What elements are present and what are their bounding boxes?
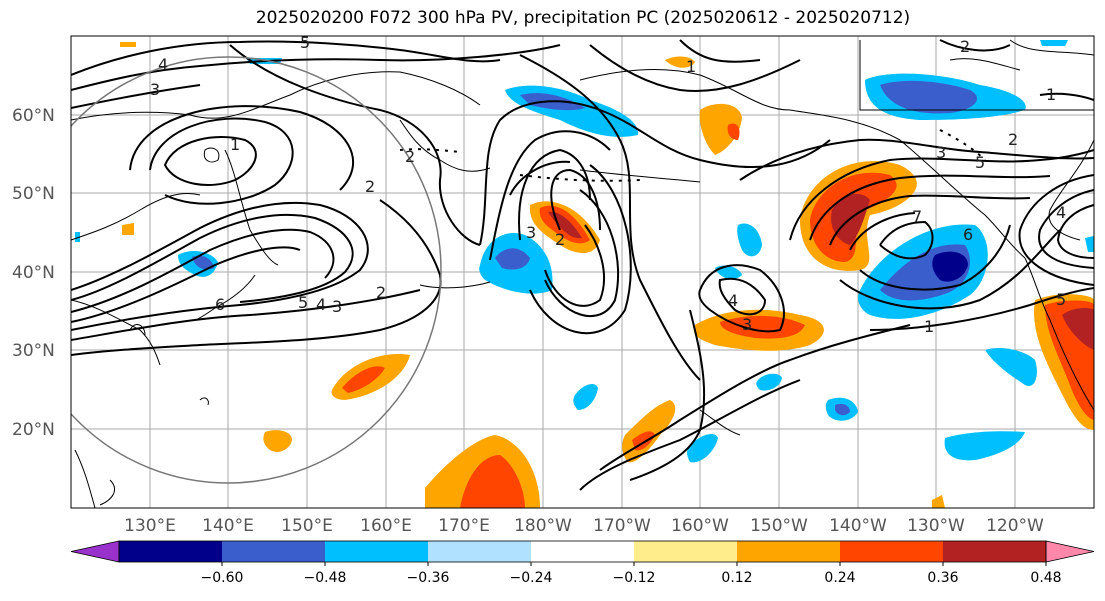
map-title: 2025020200 F072 300 hPa PV, precipitatio…: [255, 8, 911, 28]
lon-label: 130°E: [124, 516, 176, 536]
colorbar-extend-max: [1045, 540, 1095, 563]
colorbar-outline: [118, 540, 1047, 563]
contour-label: 3: [332, 297, 342, 316]
contour-label: 6: [963, 225, 973, 244]
contour-label: 1: [1046, 85, 1056, 104]
contour-label: 3: [936, 143, 946, 162]
lat-label: 30°N: [12, 341, 55, 361]
lon-label: 150°E: [281, 516, 333, 536]
lon-label: 130°W: [907, 516, 965, 536]
contour-label: 5: [300, 33, 310, 52]
colorbar-tick-label: 0.48: [1030, 570, 1061, 586]
colorbar-tick-label: 0.24: [824, 570, 855, 586]
contour-label: 6: [215, 295, 225, 314]
contour-label: 2: [1008, 130, 1018, 149]
contour-label: 3: [742, 315, 752, 334]
contour-label: 2: [960, 37, 970, 56]
lon-label: 170°E: [438, 516, 490, 536]
reference-circle: [71, 56, 442, 484]
contour-label: 1: [924, 317, 934, 336]
lat-label: 20°N: [12, 420, 55, 440]
colorbar-tick-label: 0.36: [927, 570, 958, 586]
colorbar-cell: [634, 541, 738, 562]
colorbar-cell: [119, 541, 223, 562]
contour-label: 4: [316, 295, 326, 314]
colorbar-cell: [531, 541, 635, 562]
contour-label: 3: [150, 80, 160, 99]
colorbar-tick-label: −0.12: [613, 570, 656, 586]
colorbar-cell: [943, 541, 1047, 562]
contour-label: 7: [912, 207, 922, 226]
colorbar-tick-label: −0.24: [510, 570, 553, 586]
longitude-labels: 130°E 140°E 150°E 160°E 170°E 180°W 170°…: [124, 516, 1044, 536]
colorbar-cell: [737, 541, 841, 562]
lat-label: 40°N: [12, 263, 55, 283]
lon-label: 170°W: [593, 516, 651, 536]
contour-label: 5: [1056, 290, 1066, 309]
contour-label: 2: [555, 230, 565, 249]
colorbar-cell: [222, 541, 326, 562]
colorbar-tick-label: −0.48: [304, 570, 347, 586]
lat-label: 50°N: [12, 184, 55, 204]
contour-label: 4: [158, 55, 168, 74]
contour-label: 2: [376, 283, 386, 302]
contour-label: 1: [230, 135, 240, 154]
pv-contours: [71, 39, 1094, 491]
contour-label: 2: [405, 147, 415, 166]
contour-label: 1: [686, 57, 696, 76]
contour-label: 2: [365, 177, 375, 196]
colorbar-tick-label: 0.12: [721, 570, 752, 586]
lon-label: 150°W: [750, 516, 808, 536]
map-frame: [70, 35, 1095, 509]
lon-label: 160°W: [671, 516, 729, 536]
contour-label: 5: [298, 293, 308, 312]
contour-label: 4: [1056, 203, 1066, 222]
colorbar: −0.60 −0.48 −0.36 −0.24 −0.12 0.12 0.24 0.36 0.4…: [70, 540, 1095, 586]
contour-label: 5: [975, 153, 985, 172]
latitude-labels: 60°N 50°N 40°N 30°N 20°N: [12, 106, 55, 440]
contour-label: 4: [728, 291, 738, 310]
pv-contours-dashed: [399, 129, 986, 182]
colorbar-cell: [428, 541, 532, 562]
colorbar-extend-min: [70, 540, 120, 563]
lon-label: 160°E: [360, 516, 412, 536]
colorbar-tick-label: −0.60: [201, 570, 244, 586]
lat-label: 60°N: [12, 106, 55, 126]
coastlines: [71, 39, 1094, 508]
colorbar-cell: [840, 541, 944, 562]
lon-label: 120°W: [986, 516, 1044, 536]
lon-label: 140°E: [202, 516, 254, 536]
lon-label: 180°W: [514, 516, 572, 536]
precip-negative-shading: [75, 40, 1094, 463]
colorbar-cell: [325, 541, 429, 562]
contour-label: 3: [526, 223, 536, 242]
lon-label: 140°W: [829, 516, 887, 536]
contour-labels: 5 4 3 1 2 2 5 4 3 2 6 3 7 6 1 5 2 1 2 5 …: [150, 33, 1066, 336]
colorbar-tick-label: −0.36: [407, 570, 450, 586]
